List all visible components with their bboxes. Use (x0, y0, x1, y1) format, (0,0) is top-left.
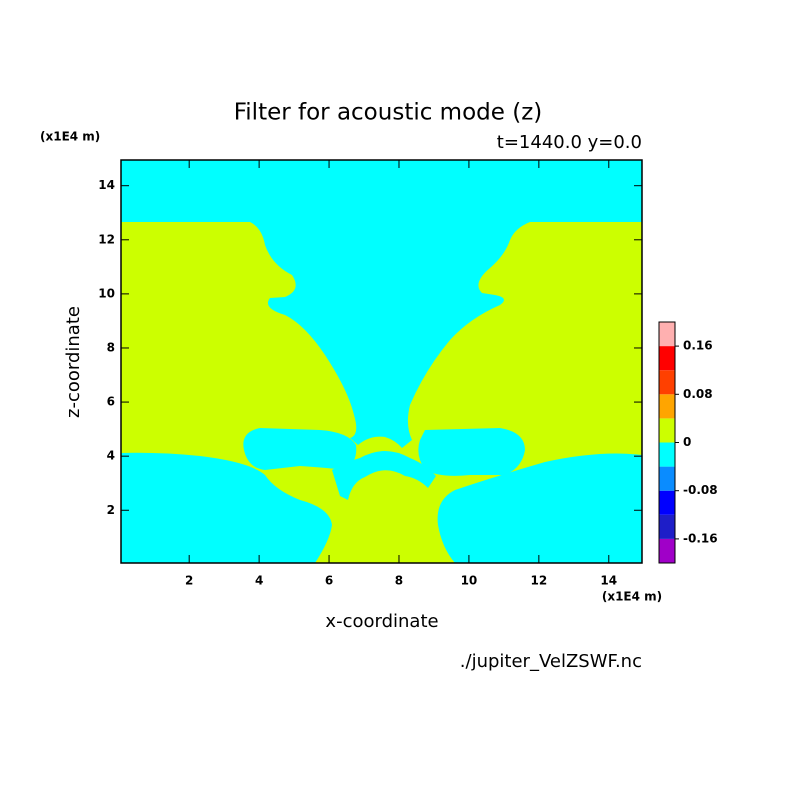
contour-region (243, 428, 357, 470)
contour-field (121, 160, 642, 563)
y-tick-label: 2 (107, 503, 115, 517)
contour-region (418, 428, 525, 476)
x-tick-label: 6 (325, 574, 333, 588)
y-tick-label: 6 (107, 395, 115, 409)
x-tick-label: 4 (255, 574, 263, 588)
colorbar-tick-label: 0 (683, 435, 691, 449)
x-tick-label: 14 (600, 574, 617, 588)
colorbar-segment (659, 322, 675, 347)
colorbar-tick-label: 0.08 (683, 387, 713, 401)
colorbar-segment (659, 466, 675, 491)
y-tick-label: 4 (107, 449, 115, 463)
x-tick-label: 10 (461, 574, 478, 588)
y-tick-label: 12 (98, 232, 115, 246)
y-unit: (x1E4 m) (40, 130, 100, 144)
colorbar-tick-label: -0.08 (683, 483, 718, 497)
x-unit: (x1E4 m) (602, 590, 662, 604)
x-axis-label: x-coordinate (325, 611, 438, 632)
colorbar-segment (659, 394, 675, 419)
colorbar-segment (659, 514, 675, 539)
colorbar-tick-label: 0.16 (683, 339, 713, 353)
y-tick-label: 14 (98, 178, 115, 192)
colorbar-segment (659, 538, 675, 563)
colorbar-segment (659, 370, 675, 395)
y-tick-label: 10 (98, 286, 115, 300)
colorbar-segment (659, 418, 675, 443)
colorbar-segment (659, 490, 675, 515)
x-tick-label: 2 (185, 574, 193, 588)
colorbar-segment (659, 442, 675, 467)
y-tick-label: 8 (107, 340, 115, 354)
footer: ./jupiter_VelZSWF.nc (460, 651, 642, 672)
chart-subtitle: t=1440.0 y=0.0 (497, 132, 642, 153)
plot-frame (120, 159, 643, 564)
contour-region (250, 222, 530, 448)
x-tick-label: 8 (395, 574, 403, 588)
contour-region (332, 451, 436, 500)
x-tick-label: 12 (530, 574, 547, 588)
colorbar-tick-label: -0.16 (683, 531, 718, 545)
chart-title: Filter for acoustic mode (z) (234, 100, 543, 126)
y-axis-label: z-coordinate (63, 306, 84, 418)
colorbar-segment (659, 346, 675, 371)
